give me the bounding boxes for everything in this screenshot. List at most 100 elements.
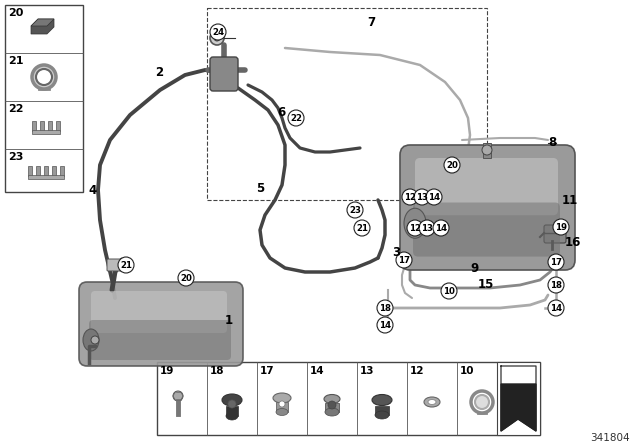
Bar	[52, 166, 56, 176]
Text: 10: 10	[460, 366, 474, 376]
Text: 12: 12	[404, 193, 416, 202]
Text: 20: 20	[446, 161, 458, 170]
Text: 13: 13	[421, 224, 433, 233]
Circle shape	[548, 300, 564, 316]
Text: 7: 7	[367, 16, 375, 29]
Circle shape	[475, 395, 489, 409]
Text: 21: 21	[120, 261, 132, 270]
Bar	[497, 362, 540, 435]
Bar	[157, 362, 540, 435]
Text: 4: 4	[88, 184, 96, 197]
Polygon shape	[501, 366, 536, 431]
Text: 24: 24	[212, 28, 224, 37]
Circle shape	[36, 69, 52, 85]
Circle shape	[402, 189, 418, 205]
Text: 17: 17	[398, 256, 410, 265]
Bar	[325, 403, 339, 412]
Text: 14: 14	[428, 193, 440, 202]
Ellipse shape	[83, 329, 99, 351]
FancyBboxPatch shape	[415, 158, 558, 215]
FancyBboxPatch shape	[544, 225, 566, 243]
Text: 23: 23	[8, 152, 24, 162]
Bar	[5, 5, 83, 192]
Circle shape	[214, 35, 220, 41]
Circle shape	[426, 189, 442, 205]
Ellipse shape	[226, 412, 238, 420]
Text: 3: 3	[392, 246, 400, 258]
Text: 11: 11	[562, 194, 579, 207]
Circle shape	[414, 189, 430, 205]
FancyBboxPatch shape	[413, 202, 560, 257]
Text: 9: 9	[470, 262, 478, 275]
Circle shape	[91, 336, 99, 344]
Ellipse shape	[222, 394, 242, 406]
Circle shape	[548, 254, 564, 270]
Circle shape	[396, 252, 412, 268]
Text: 18: 18	[550, 281, 562, 290]
Ellipse shape	[404, 208, 426, 238]
Circle shape	[419, 220, 435, 236]
Circle shape	[482, 145, 492, 155]
Text: 15: 15	[478, 279, 494, 292]
Bar	[276, 402, 288, 412]
Text: 23: 23	[349, 206, 361, 215]
Circle shape	[548, 277, 564, 293]
Text: 2: 2	[155, 65, 163, 78]
Ellipse shape	[375, 411, 389, 419]
Polygon shape	[501, 384, 536, 431]
Circle shape	[444, 157, 460, 173]
FancyBboxPatch shape	[210, 57, 238, 91]
Bar	[48, 121, 52, 131]
Text: 13: 13	[416, 193, 428, 202]
Bar	[28, 175, 64, 179]
Text: 21: 21	[8, 56, 24, 66]
Text: 5: 5	[256, 181, 264, 194]
Bar	[226, 406, 238, 416]
Bar	[28, 166, 32, 176]
Ellipse shape	[324, 395, 340, 404]
Circle shape	[328, 401, 336, 409]
Circle shape	[228, 400, 236, 408]
Circle shape	[288, 110, 304, 126]
FancyBboxPatch shape	[79, 282, 243, 366]
Polygon shape	[31, 19, 54, 34]
FancyBboxPatch shape	[400, 145, 575, 270]
Circle shape	[441, 283, 457, 299]
FancyBboxPatch shape	[107, 259, 123, 271]
Circle shape	[210, 31, 224, 45]
FancyBboxPatch shape	[91, 291, 227, 333]
Circle shape	[279, 401, 285, 407]
Ellipse shape	[372, 395, 392, 405]
Text: 17: 17	[260, 366, 275, 376]
Bar	[32, 121, 36, 131]
Text: 13: 13	[360, 366, 374, 376]
Text: 19: 19	[160, 366, 174, 376]
Polygon shape	[31, 19, 54, 26]
Text: 6: 6	[277, 105, 285, 119]
Circle shape	[377, 300, 393, 316]
Text: 12: 12	[410, 366, 424, 376]
Circle shape	[553, 219, 569, 235]
Text: 14: 14	[435, 224, 447, 233]
Text: 22: 22	[8, 104, 24, 114]
Ellipse shape	[273, 393, 291, 403]
Text: 341804: 341804	[590, 433, 630, 443]
Bar	[375, 406, 389, 415]
Text: 14: 14	[310, 366, 324, 376]
FancyBboxPatch shape	[89, 320, 231, 360]
Text: 1: 1	[225, 314, 233, 327]
Circle shape	[173, 391, 183, 401]
Circle shape	[407, 220, 423, 236]
Bar	[40, 121, 44, 131]
Bar	[44, 166, 48, 176]
Circle shape	[178, 270, 194, 286]
Text: 18: 18	[210, 366, 225, 376]
Text: 20: 20	[8, 8, 24, 18]
Text: 20: 20	[180, 274, 192, 283]
Ellipse shape	[276, 409, 288, 415]
Text: 22: 22	[290, 114, 302, 123]
Text: 10: 10	[443, 287, 455, 296]
Circle shape	[118, 257, 134, 273]
Ellipse shape	[325, 408, 339, 416]
Bar	[483, 143, 491, 158]
